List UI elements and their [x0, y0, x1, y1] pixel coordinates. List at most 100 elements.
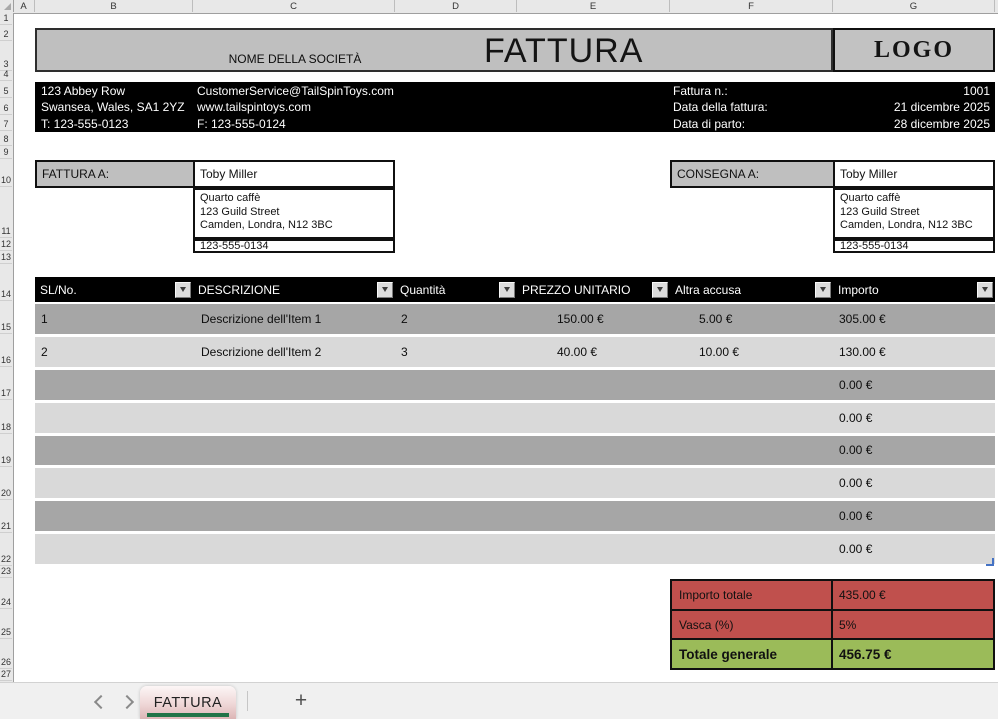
sheet-tab-fattura[interactable]: FATTURA	[140, 686, 236, 719]
cell-unit[interactable]	[517, 403, 670, 433]
row-header-19[interactable]: 19	[0, 435, 12, 467]
row-header-22[interactable]: 22	[0, 534, 12, 566]
column-header-prezzo-unitario[interactable]: PREZZO UNITARIO	[517, 277, 670, 302]
invoice-title-cell[interactable]: FATTURA	[484, 32, 644, 70]
cell-desc[interactable]	[193, 468, 395, 498]
filter-button-prezzo[interactable]	[652, 281, 668, 298]
cell-desc[interactable]: Descrizione dell'Item 1	[201, 311, 322, 326]
column-header-altra-accusa[interactable]: Altra accusa	[670, 277, 833, 302]
row-header-16[interactable]: 16	[0, 335, 12, 367]
tax-value[interactable]: 5%	[839, 617, 857, 632]
cell-other[interactable]	[670, 370, 833, 400]
cell-sl[interactable]: 2	[41, 344, 48, 359]
cell-amount[interactable]: 0.00 €	[839, 410, 873, 425]
cell-sl[interactable]	[35, 370, 193, 400]
cell-qty[interactable]	[395, 370, 517, 400]
row-header-20[interactable]: 20	[0, 468, 12, 500]
cell-sl[interactable]	[35, 403, 193, 433]
table-row[interactable]: 0.00 €	[35, 501, 995, 535]
row-header-9[interactable]: 9	[0, 147, 12, 159]
row-header-25[interactable]: 25	[0, 610, 12, 639]
cell-sl[interactable]: 1	[41, 311, 48, 326]
filter-button-altra[interactable]	[815, 281, 831, 298]
invoice-date-value[interactable]: 21 dicembre 2025	[893, 100, 990, 115]
cell-unit[interactable]	[517, 436, 670, 466]
filter-button-importo[interactable]	[977, 281, 993, 298]
next-sheet-icon[interactable]	[119, 694, 135, 710]
cell-other[interactable]	[670, 436, 833, 466]
cell-desc[interactable]	[193, 501, 395, 531]
column-header-G[interactable]: G	[833, 0, 995, 12]
delivery-date-value[interactable]: 28 dicembre 2025	[893, 116, 990, 131]
logo-placeholder[interactable]: LOGO	[833, 28, 995, 72]
cell-other[interactable]	[670, 403, 833, 433]
column-header-B[interactable]: B	[35, 0, 193, 12]
cell-other[interactable]: 10.00 €	[699, 344, 740, 359]
cell-qty[interactable]: 3	[401, 344, 408, 359]
row-header-17[interactable]: 17	[0, 368, 12, 400]
filter-button-quantita[interactable]	[499, 281, 515, 298]
table-row[interactable]: 0.00 €	[35, 534, 995, 567]
cell-other[interactable]	[670, 534, 833, 564]
ship-to-name[interactable]: Toby Miller	[835, 162, 993, 186]
row-header-14[interactable]: 14	[0, 265, 12, 301]
table-row[interactable]: 0.00 €	[35, 435, 995, 469]
grand-total-value[interactable]: 456.75 €	[839, 646, 892, 662]
column-header-E[interactable]: E	[517, 0, 670, 12]
cell-qty[interactable]: 2	[401, 311, 408, 326]
column-header-A[interactable]: A	[13, 0, 35, 12]
cell-desc[interactable]	[193, 370, 395, 400]
row-header-6[interactable]: 6	[0, 99, 12, 115]
table-row[interactable]: 0.00 €	[35, 402, 995, 436]
table-row[interactable]: 1 Descrizione dell'Item 1 2 150.00 € 5.00 € 3…	[35, 304, 995, 337]
add-sheet-button[interactable]: +	[294, 689, 308, 712]
row-header-24[interactable]: 24	[0, 579, 12, 609]
invoice-number-value[interactable]: 1001	[963, 84, 990, 98]
cell-unit[interactable]: 150.00 €	[557, 311, 604, 326]
table-row[interactable]: 0.00 €	[35, 369, 995, 403]
column-header-importo[interactable]: Importo	[833, 277, 995, 302]
cell-desc[interactable]	[193, 403, 395, 433]
row-header-8[interactable]: 8	[0, 132, 12, 146]
cell-amount[interactable]: 305.00 €	[839, 311, 886, 326]
cell-other[interactable]	[670, 501, 833, 531]
row-header-1[interactable]: 1	[0, 13, 12, 25]
cell-unit[interactable]	[517, 468, 670, 498]
cell-desc[interactable]	[193, 436, 395, 466]
row-header-26[interactable]: 26	[0, 640, 12, 669]
row-header-21[interactable]: 21	[0, 501, 12, 533]
filter-button-slno[interactable]	[175, 281, 191, 298]
row-header-4[interactable]: 4	[0, 69, 12, 81]
cell-qty[interactable]	[395, 436, 517, 466]
cell-amount[interactable]: 0.00 €	[839, 509, 873, 524]
cell-amount[interactable]: 0.00 €	[839, 542, 873, 557]
column-header-D[interactable]: D	[395, 0, 517, 12]
ship-to-phone-cell[interactable]: 123-555-0134	[833, 239, 995, 253]
filter-button-descrizione[interactable]	[377, 281, 393, 298]
cell-qty[interactable]	[395, 534, 517, 564]
row-header-10[interactable]: 10	[0, 160, 12, 187]
column-header-slno[interactable]: SL/No.	[35, 277, 193, 302]
row-header-27[interactable]: 27	[0, 669, 12, 681]
cell-other[interactable]	[670, 468, 833, 498]
cell-unit[interactable]	[517, 370, 670, 400]
ship-to-address-cell[interactable]: Quarto caffè 123 Guild Street Camden, Lo…	[833, 188, 995, 239]
bill-to-name[interactable]: Toby Miller	[195, 162, 393, 186]
cell-amount[interactable]: 0.00 €	[839, 476, 873, 491]
table-row[interactable]: 0.00 €	[35, 468, 995, 502]
cell-other[interactable]: 5.00 €	[699, 311, 733, 326]
table-resize-handle[interactable]	[986, 558, 994, 566]
cell-sl[interactable]	[35, 501, 193, 531]
row-header-3[interactable]: 3	[0, 42, 12, 71]
cell-desc[interactable]: Descrizione dell'Item 2	[201, 344, 322, 359]
row-header-2[interactable]: 2	[0, 26, 12, 41]
row-header-5[interactable]: 5	[0, 82, 12, 98]
column-header-C[interactable]: C	[193, 0, 395, 12]
row-header-15[interactable]: 15	[0, 302, 12, 334]
cell-qty[interactable]	[395, 403, 517, 433]
table-row[interactable]: 2 Descrizione dell'Item 2 3 40.00 € 10.00 € 1…	[35, 336, 995, 370]
row-header-12[interactable]: 12	[0, 239, 12, 251]
company-web-block[interactable]: CustomerService@TailSpinToys.com www.tai…	[197, 83, 394, 132]
select-all-corner[interactable]	[0, 0, 14, 12]
cell-sl[interactable]	[35, 436, 193, 466]
